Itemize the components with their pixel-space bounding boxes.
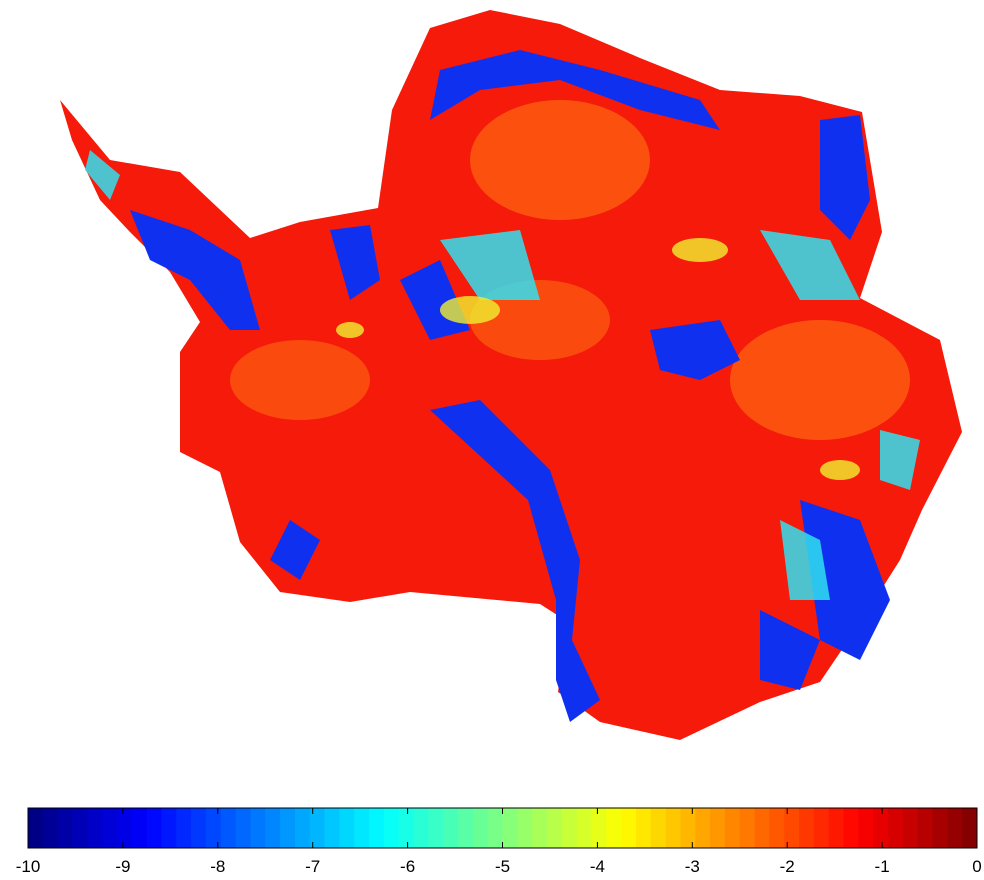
colorbar-step <box>443 808 458 848</box>
tick-label: -9 <box>115 857 130 876</box>
colorbar-step <box>236 808 251 848</box>
colorbar-step <box>339 808 354 848</box>
colorbar-step <box>384 808 399 848</box>
colorbar-step <box>102 808 117 848</box>
colorbar-step <box>87 808 102 848</box>
map-figure: -10-9-8-7-6-5-4-3-2-10 <box>0 0 984 880</box>
colorbar-step <box>577 808 592 848</box>
tick-label: -3 <box>685 857 700 876</box>
colorbar-step <box>369 808 384 848</box>
colorbar-step <box>591 808 606 848</box>
colorbar-step <box>621 808 636 848</box>
colorbar-step <box>755 808 770 848</box>
colorbar-step <box>873 808 888 848</box>
colorbar-step <box>354 808 369 848</box>
colorbar-step <box>132 808 147 848</box>
colorbar-step <box>933 808 948 848</box>
colorbar-step <box>844 808 859 848</box>
tick-label: -4 <box>590 857 605 876</box>
colorbar-step <box>606 808 621 848</box>
colorbar-step <box>310 808 325 848</box>
colorbar-step <box>265 808 280 848</box>
colorbar-step <box>666 808 681 848</box>
colorbar-step <box>161 808 176 848</box>
colorbar-step <box>414 808 429 848</box>
tick-label: 0 <box>972 857 981 876</box>
colorbar-step <box>547 808 562 848</box>
colorbar-step <box>206 808 221 848</box>
colorbar-step <box>221 808 236 848</box>
colorbar-step <box>191 808 206 848</box>
colorbar-step <box>784 808 799 848</box>
tick-label: -10 <box>16 857 41 876</box>
colorbar-step <box>428 808 443 848</box>
tick-label: -1 <box>875 857 890 876</box>
colorbar-step <box>636 808 651 848</box>
colorbar-step <box>725 808 740 848</box>
colorbar-step <box>651 808 666 848</box>
colorbar-step <box>888 808 903 848</box>
colorbar-step <box>947 808 962 848</box>
colorbar-step <box>458 808 473 848</box>
colorbar-step <box>710 808 725 848</box>
colorbar-step <box>176 808 191 848</box>
colorbar-step <box>295 808 310 848</box>
colorbar-step <box>517 808 532 848</box>
colorbar-step <box>488 808 503 848</box>
tick-label: -5 <box>495 857 510 876</box>
colorbar-step <box>503 808 518 848</box>
colorbar-step <box>250 808 265 848</box>
colorbar-step <box>280 808 295 848</box>
colorbar-step <box>117 808 132 848</box>
colorbar-step <box>829 808 844 848</box>
colorbar-step <box>399 808 414 848</box>
colorbar-step <box>695 808 710 848</box>
colorbar-step <box>43 808 58 848</box>
colorbar-step <box>28 808 43 848</box>
colorbar-step <box>903 808 918 848</box>
tick-label: -7 <box>305 857 320 876</box>
tick-label: -8 <box>210 857 225 876</box>
colorbar-step <box>814 808 829 848</box>
tick-label: -6 <box>400 857 415 876</box>
colorbar-step <box>473 808 488 848</box>
tick-label: -2 <box>780 857 795 876</box>
colorbar-step <box>858 808 873 848</box>
colorbar-step <box>769 808 784 848</box>
colorbar-step <box>799 808 814 848</box>
colorbar-step <box>918 808 933 848</box>
colorbar-step <box>147 808 162 848</box>
colorbar-step <box>740 808 755 848</box>
colorbar-step <box>72 808 87 848</box>
colorbar-step <box>532 808 547 848</box>
colorbar-step <box>562 808 577 848</box>
colorbar-step <box>680 808 695 848</box>
colorbar-step <box>325 808 340 848</box>
antarctica-map <box>60 10 962 740</box>
colorbar-step <box>962 808 977 848</box>
colorbar-step <box>58 808 73 848</box>
